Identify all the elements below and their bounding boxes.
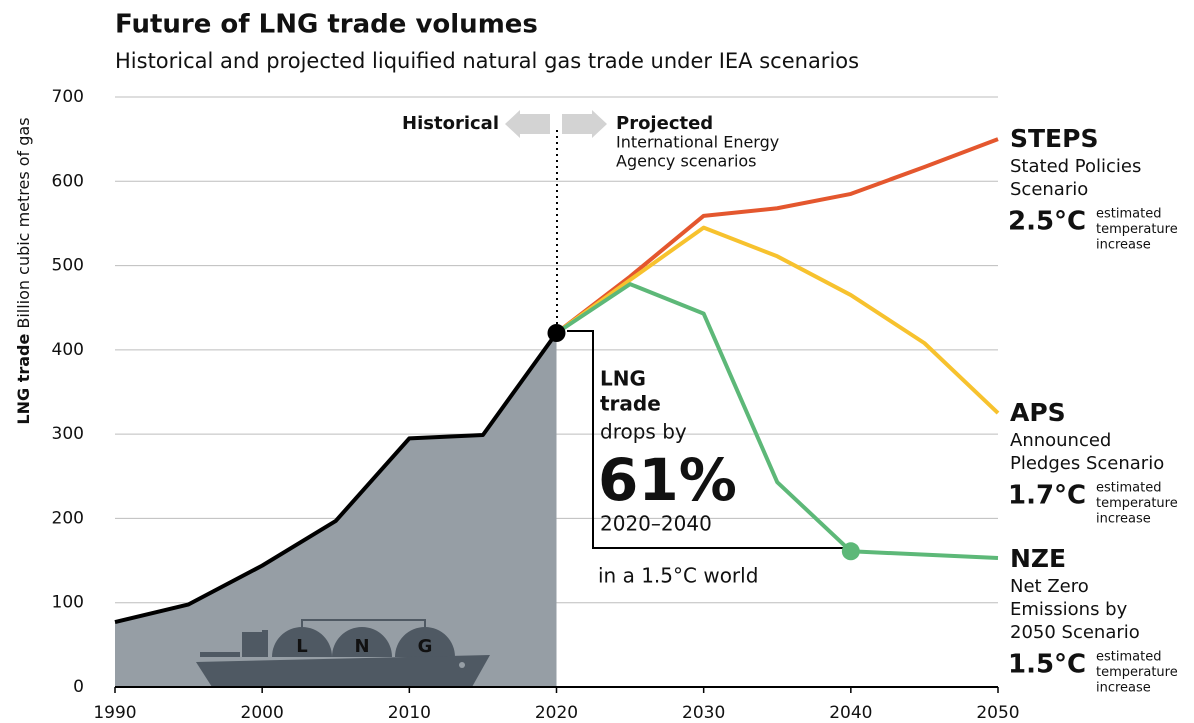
line: [555, 282, 999, 561]
chart-title: Future of LNG trade volumes: [115, 10, 538, 40]
series-description: Pledges Scenario: [1010, 453, 1164, 474]
y-tick-label: 600: [52, 171, 84, 191]
temperature: 2.5°C: [1008, 207, 1086, 237]
temperature-note: estimated: [1096, 207, 1161, 222]
y-tick-label: 300: [52, 424, 84, 444]
historical-label: Historical: [402, 113, 499, 134]
line: [555, 137, 999, 335]
callout-bracket: [567, 330, 850, 549]
y-axis-label-unit: Billion cubic metres of gas: [14, 117, 33, 328]
callout-heading: trade: [600, 392, 661, 416]
ship-letter: G: [418, 636, 433, 657]
arrow-left: [505, 110, 550, 138]
series-label: STEPS: [1010, 124, 1098, 153]
x-tick-label: 2030: [682, 703, 725, 723]
temperature-note: estimated: [1096, 481, 1161, 496]
temperature: 1.7°C: [1008, 481, 1086, 511]
series-description: Scenario: [1010, 179, 1088, 200]
series-label: APS: [1010, 398, 1066, 427]
line: [555, 225, 1000, 415]
temperature-note: temperature: [1096, 496, 1178, 511]
series-description: Emissions by: [1010, 599, 1128, 620]
area: [115, 333, 557, 687]
x-tick-label: 1990: [93, 703, 136, 723]
line: [114, 331, 559, 625]
plot: [114, 137, 1000, 687]
marker: [547, 324, 566, 342]
temperature-note: estimated: [1096, 650, 1161, 665]
x-tick-label: 2050: [976, 703, 1019, 723]
series-label: NZE: [1010, 544, 1066, 573]
ship-letter: N: [354, 636, 369, 657]
y-tick-label: 400: [52, 340, 84, 360]
y-axis-label: LNG trade Billion cubic metres of gas: [14, 117, 33, 424]
callout-text: drops by: [600, 420, 687, 444]
series-description: Stated Policies: [1010, 156, 1141, 177]
series-description: Net Zero: [1010, 576, 1089, 597]
y-axis-label-bold: LNG trade: [14, 333, 33, 424]
ship-icon: [196, 619, 490, 687]
y-tick-label: 0: [73, 677, 84, 697]
callout-heading: LNG: [600, 367, 646, 391]
y-tick-label: 100: [52, 593, 84, 613]
marker: [841, 542, 860, 561]
x-tick-label: 2020: [535, 703, 578, 723]
ship-letter: L: [296, 636, 307, 657]
x-tick-label: 2010: [388, 703, 431, 723]
temperature-note: temperature: [1096, 222, 1178, 237]
callout-period: 2020–2040: [600, 512, 712, 536]
projected-note: Agency scenarios: [616, 152, 757, 171]
temperature-note: temperature: [1096, 665, 1178, 680]
series-description: 2050 Scenario: [1010, 622, 1140, 643]
y-tick-label: 200: [52, 508, 84, 528]
y-tick-label: 500: [52, 256, 84, 276]
projected-note: International Energy: [616, 133, 779, 152]
temperature-note: increase: [1096, 238, 1151, 253]
callout-figure: 61%: [598, 446, 737, 514]
temperature-note: increase: [1096, 512, 1151, 527]
x-tick-label: 2000: [241, 703, 284, 723]
x-tick-label: 2040: [829, 703, 872, 723]
temperature-note: increase: [1096, 681, 1151, 696]
chart-subtitle: Historical and projected liquified natur…: [115, 49, 859, 73]
y-tick-label: 700: [52, 87, 84, 107]
arrow-right: [562, 110, 607, 138]
series-description: Announced: [1010, 430, 1111, 451]
projected-label: Projected: [616, 113, 713, 134]
callout-footnote: in a 1.5°C world: [598, 564, 758, 588]
temperature: 1.5°C: [1008, 650, 1086, 680]
